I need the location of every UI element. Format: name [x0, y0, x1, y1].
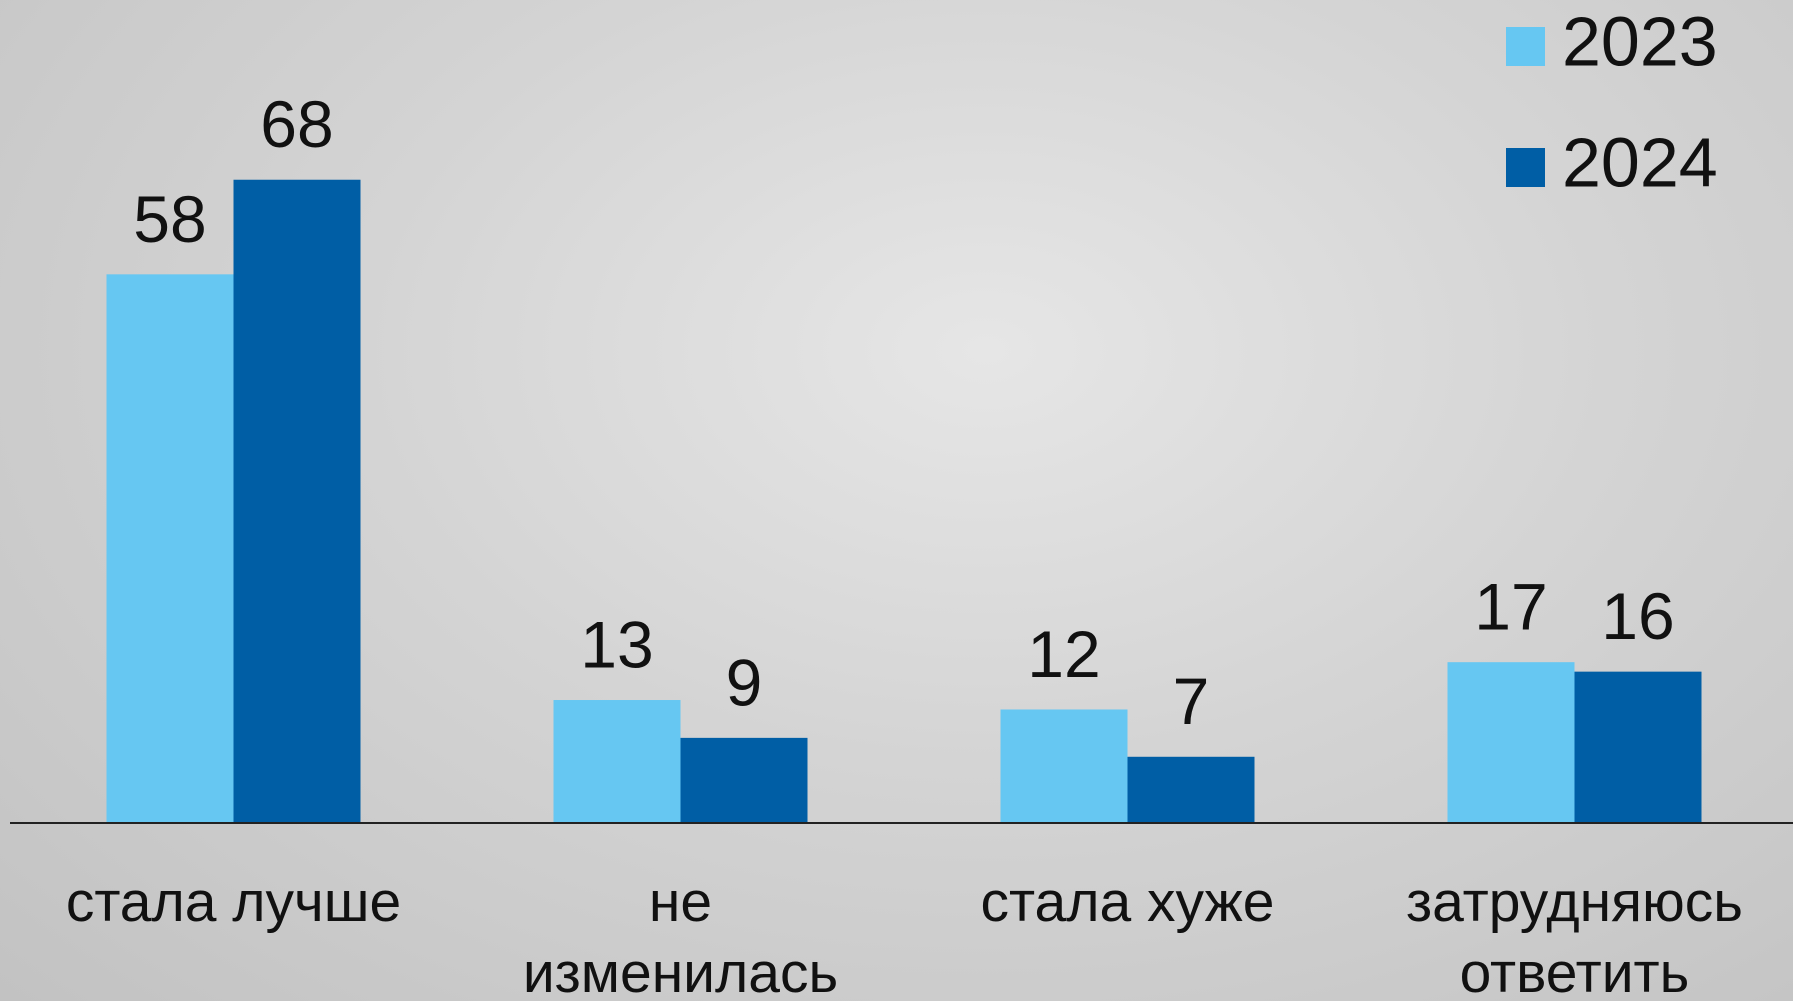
legend-label: 2024: [1562, 123, 1718, 201]
value-label: 13: [580, 607, 653, 681]
bar: [106, 274, 234, 823]
x-tick-label: стала хуже: [980, 870, 1275, 934]
bar: [1574, 671, 1702, 823]
bar: [680, 737, 808, 823]
x-tick-label: не изменилась: [522, 870, 839, 1001]
value-label: 7: [1173, 664, 1210, 738]
bar: [233, 179, 361, 824]
bar: [553, 700, 681, 823]
bar: [1127, 756, 1255, 823]
value-label: 58: [133, 182, 206, 256]
value-label: 17: [1474, 570, 1547, 644]
legend-label: 2023: [1562, 2, 1718, 80]
x-tick-label: затрудняюсь ответить: [1406, 870, 1743, 1001]
bar: [1447, 662, 1575, 823]
bar: [1000, 709, 1128, 823]
x-tick-label: стала лучше: [65, 870, 402, 934]
legend-swatch: [1506, 27, 1545, 66]
value-label: 9: [726, 645, 763, 719]
value-label: 16: [1601, 579, 1674, 653]
legend-swatch: [1506, 148, 1545, 187]
value-label: 68: [260, 87, 333, 161]
value-label: 12: [1027, 617, 1100, 691]
